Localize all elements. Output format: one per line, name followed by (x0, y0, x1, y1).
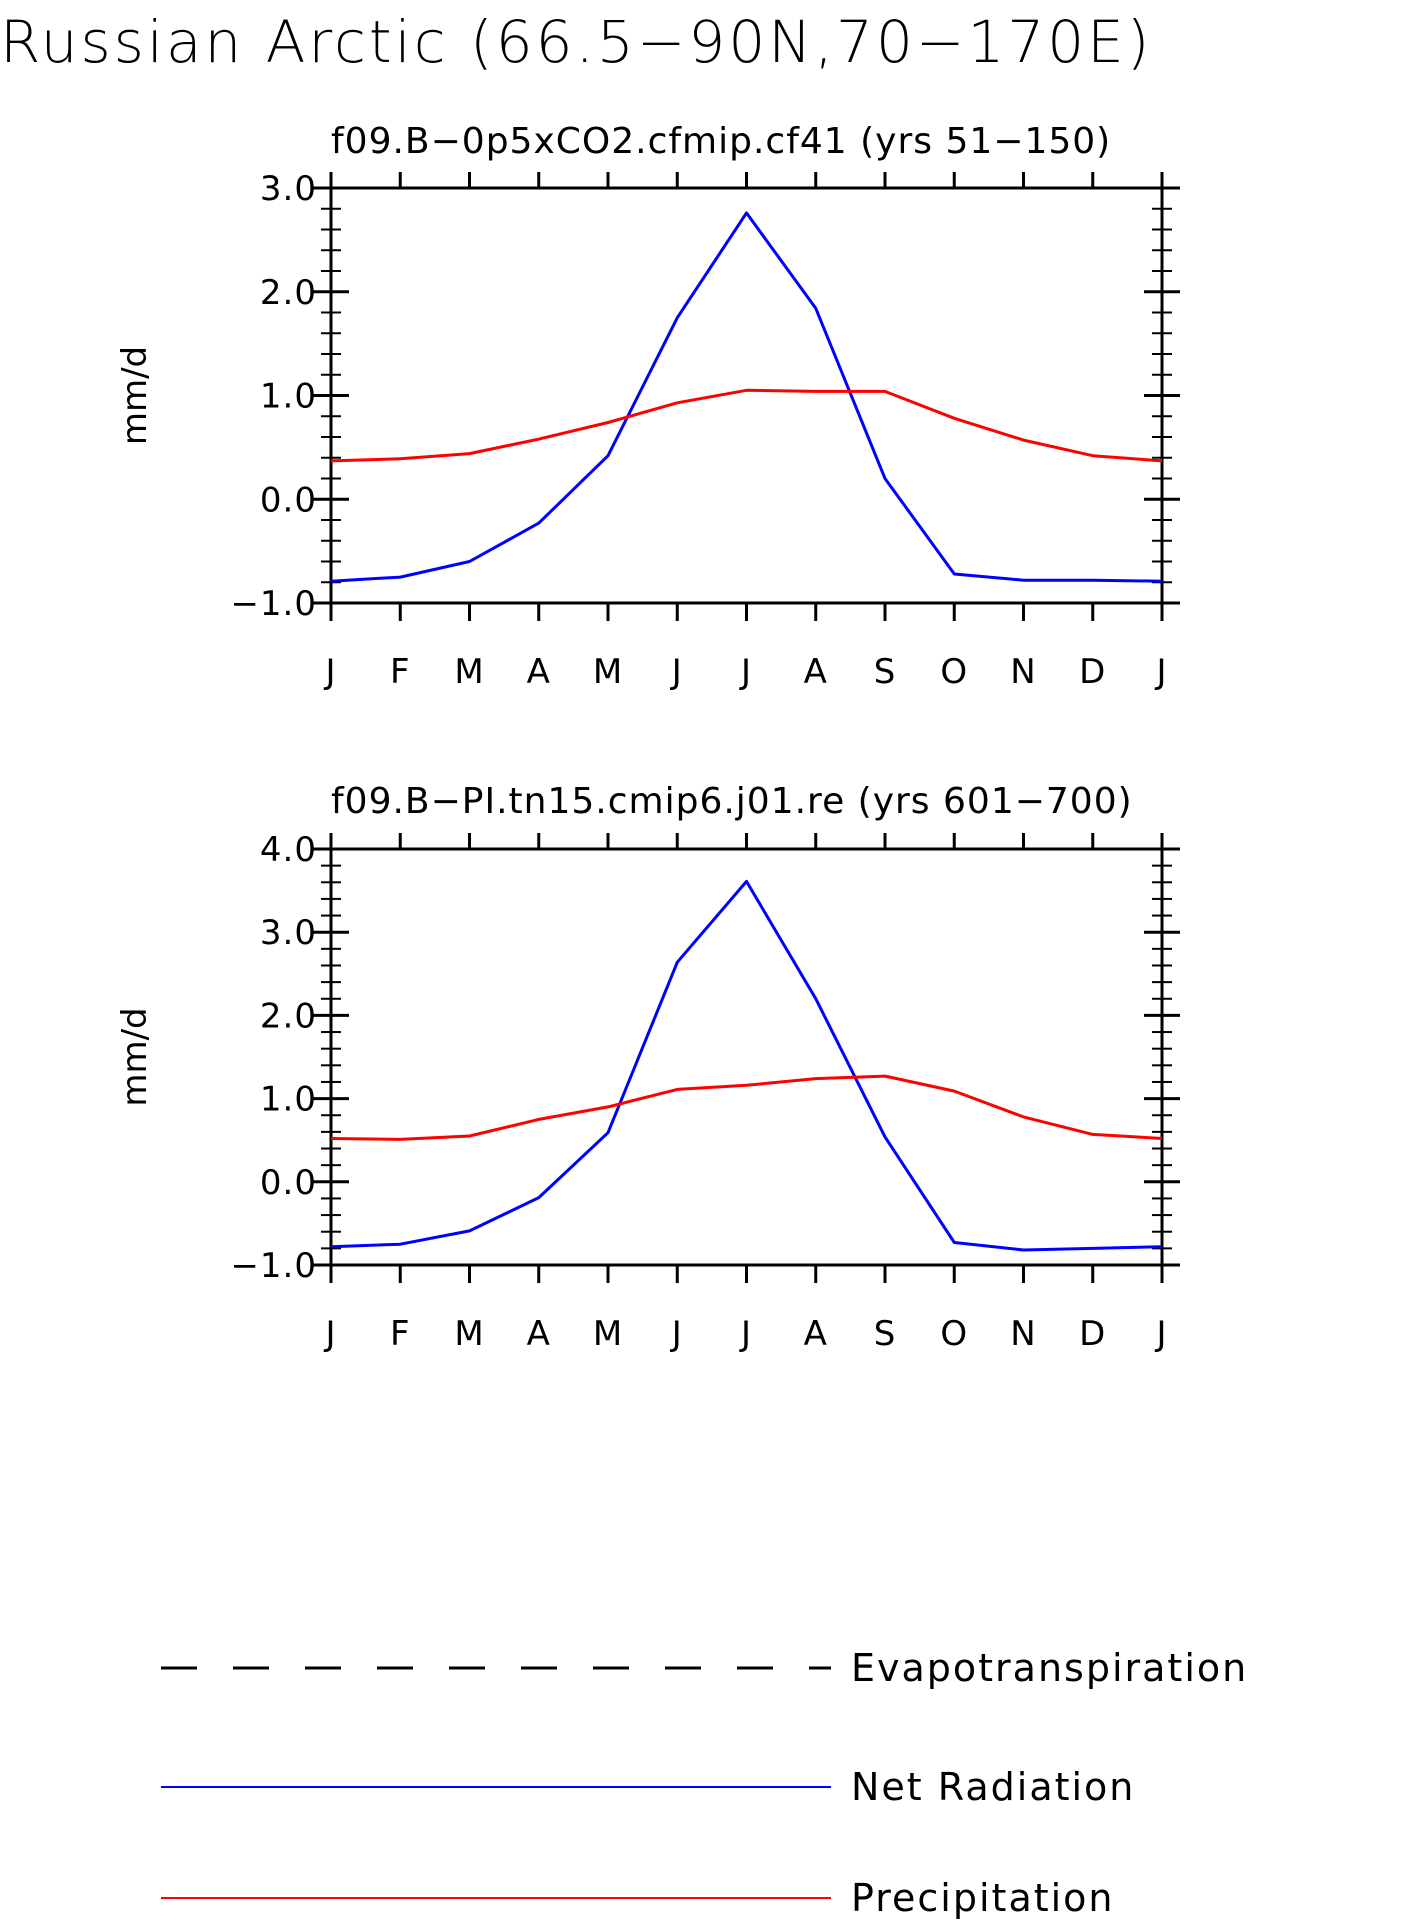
x-tick-label: M (593, 652, 623, 692)
legend-label: Evapotranspiration (851, 1646, 1248, 1690)
x-tick-label: A (527, 652, 551, 692)
x-tick-label: N (1010, 1314, 1036, 1354)
x-tick-label: O (940, 652, 968, 692)
x-tick-label: N (1010, 652, 1036, 692)
x-tick-label: S (874, 1314, 897, 1354)
y-tick-label: 3.0 (260, 913, 317, 953)
y-axis-label: mm/d (115, 346, 155, 445)
legend-item-evapotranspiration: Evapotranspiration (161, 1646, 1248, 1690)
x-tick-label: D (1079, 652, 1106, 692)
y-tick-label: 4.0 (260, 830, 317, 870)
x-tick-label: M (593, 1314, 623, 1354)
y-tick-label: 2.0 (260, 996, 317, 1036)
series-line-net-radiation (330, 879, 1163, 1252)
plot-frame (329, 186, 1164, 605)
x-tick-label: F (390, 1314, 411, 1354)
chart-panel-2: f09.B−PI.tn15.cmip6.j01.re (yrs 601−700)… (115, 781, 1180, 1354)
x-tick-label: A (804, 1314, 828, 1354)
legend-item-precipitation: Precipitation (161, 1876, 1115, 1920)
x-tick-label: J (323, 1314, 336, 1354)
x-tick-label: A (804, 652, 828, 692)
plot-frame (329, 847, 1164, 1267)
series-line-precipitation (330, 1074, 1163, 1141)
figure-title: Russian Arctic (66.5−90N,70−170E) (0, 8, 1152, 76)
y-tick-label: 3.0 (260, 169, 317, 209)
y-tick-label: −1.0 (230, 1246, 317, 1286)
y-tick-label: 1.0 (260, 1080, 317, 1120)
x-tick-label: F (390, 652, 411, 692)
x-tick-label: S (874, 652, 897, 692)
x-tick-label: D (1079, 1314, 1106, 1354)
legend-item-net-radiation: Net Radiation (161, 1765, 1135, 1809)
x-tick-label: A (527, 1314, 551, 1354)
x-tick-label: J (739, 1314, 752, 1354)
legend-label: Net Radiation (851, 1765, 1135, 1809)
legend: Evapotranspiration Net Radiation Precipita… (161, 1646, 1248, 1920)
panel-title: f09.B−PI.tn15.cmip6.j01.re (yrs 601−700) (331, 781, 1133, 822)
chart-panel-1: f09.B−0p5xCO2.cfmip.cf41 (yrs 51−150) J F M… (115, 121, 1180, 692)
x-tick-label: J (1154, 1314, 1167, 1354)
series-line-net-radiation (330, 211, 1163, 583)
legend-label: Precipitation (851, 1876, 1115, 1920)
y-axis-label: mm/d (115, 1007, 155, 1106)
series-line-precipitation (330, 388, 1163, 463)
y-tick-label: 2.0 (260, 273, 317, 313)
panel-title: f09.B−0p5xCO2.cfmip.cf41 (yrs 51−150) (331, 121, 1111, 162)
y-tick-label: −1.0 (230, 584, 317, 624)
y-tick-label: 1.0 (260, 377, 317, 417)
x-tick-label: J (670, 1314, 683, 1354)
x-tick-label: J (1154, 652, 1167, 692)
x-tick-label: J (323, 652, 336, 692)
y-tick-label: 0.0 (260, 1163, 317, 1203)
y-tick-label: 0.0 (260, 480, 317, 520)
x-tick-label: J (670, 652, 683, 692)
x-tick-label: J (739, 652, 752, 692)
x-tick-label: M (454, 652, 484, 692)
x-tick-label: O (940, 1314, 968, 1354)
x-tick-label: M (454, 1314, 484, 1354)
